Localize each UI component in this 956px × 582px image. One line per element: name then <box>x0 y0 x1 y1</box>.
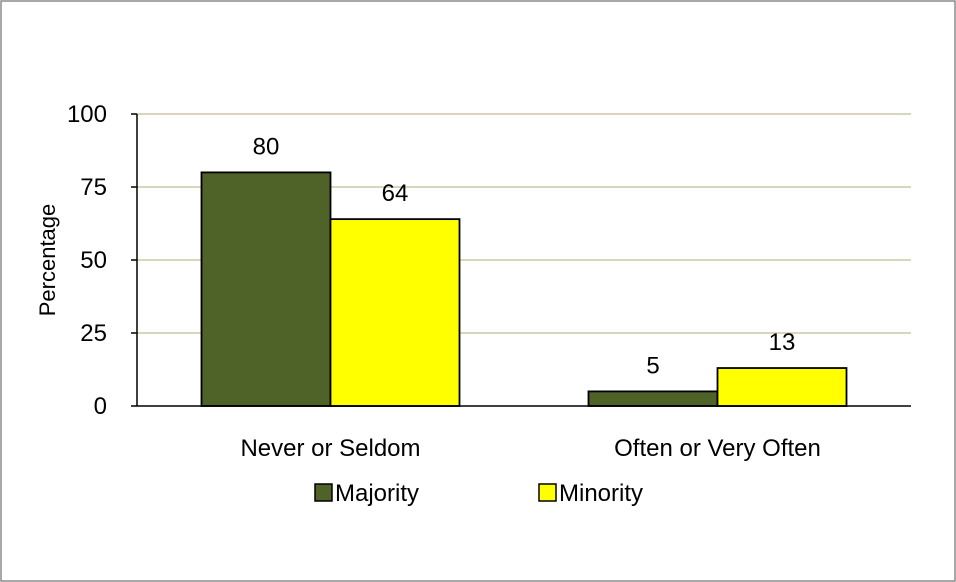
y-axis-title: Percentage <box>35 204 60 317</box>
x-category-label: Often or Very Often <box>614 435 821 462</box>
y-tick-label: 100 <box>67 101 107 128</box>
labels: 0 25 50 75 100 80 64 Never or Seldom 5 13 Often or… <box>67 101 821 462</box>
bar-minority <box>716 367 848 407</box>
y-tick-label: 25 <box>80 320 107 347</box>
bar-minority <box>329 218 461 407</box>
data-label: 13 <box>769 329 796 356</box>
legend-label-minority: Minority <box>559 480 643 507</box>
bar-majority <box>200 171 332 407</box>
x-category-label: Never or Seldom <box>240 435 420 462</box>
data-label: 5 <box>646 352 659 379</box>
legend-swatch-minority <box>538 483 557 502</box>
y-tick-label: 50 <box>80 247 107 274</box>
axes <box>131 113 911 407</box>
legend: Majority Minority <box>314 480 643 507</box>
y-tick-label: 75 <box>80 174 107 201</box>
legend-label-majority: Majority <box>335 480 419 507</box>
y-tick-label: 0 <box>94 393 107 420</box>
data-label: 80 <box>253 133 280 160</box>
bar-majority <box>587 390 719 407</box>
legend-swatch-majority <box>314 483 333 502</box>
data-label: 64 <box>382 180 409 207</box>
